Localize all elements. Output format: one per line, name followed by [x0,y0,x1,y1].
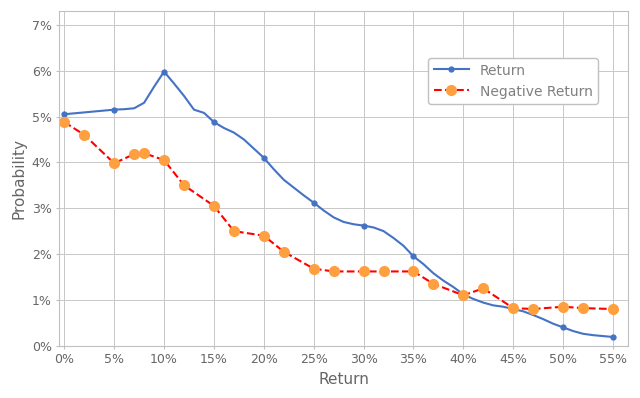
X-axis label: Return: Return [318,372,369,387]
Negative Return [429,281,437,286]
Return [410,254,417,259]
Return [110,107,118,112]
Y-axis label: Probability: Probability [11,138,26,219]
Line: Negative Return: Negative Return [60,117,618,314]
Return [509,306,517,311]
Negative Return [509,306,517,310]
Negative Return [330,269,337,274]
Legend: Return, Negative Return: Return, Negative Return [428,58,598,104]
Negative Return [110,161,118,166]
Negative Return [310,266,317,271]
Negative Return [380,269,387,274]
Negative Return [529,306,537,311]
Return [210,120,218,125]
Return [360,223,367,228]
Negative Return [280,250,287,254]
Return [310,200,317,205]
Negative Return [60,120,68,125]
Return [60,112,68,117]
Negative Return [81,133,88,137]
Negative Return [180,183,188,188]
Negative Return [230,229,237,234]
Negative Return [210,203,218,208]
Return [460,292,467,297]
Return [609,335,617,339]
Negative Return [410,269,417,274]
Negative Return [579,306,587,310]
Negative Return [160,158,168,162]
Negative Return [609,306,617,311]
Negative Return [131,152,138,156]
Negative Return [140,151,148,156]
Negative Return [260,233,268,238]
Return [160,69,168,74]
Negative Return [460,293,467,298]
Return [559,325,567,330]
Negative Return [479,286,487,291]
Line: Return: Return [62,69,616,339]
Negative Return [360,269,367,274]
Return [260,155,268,160]
Negative Return [559,304,567,309]
